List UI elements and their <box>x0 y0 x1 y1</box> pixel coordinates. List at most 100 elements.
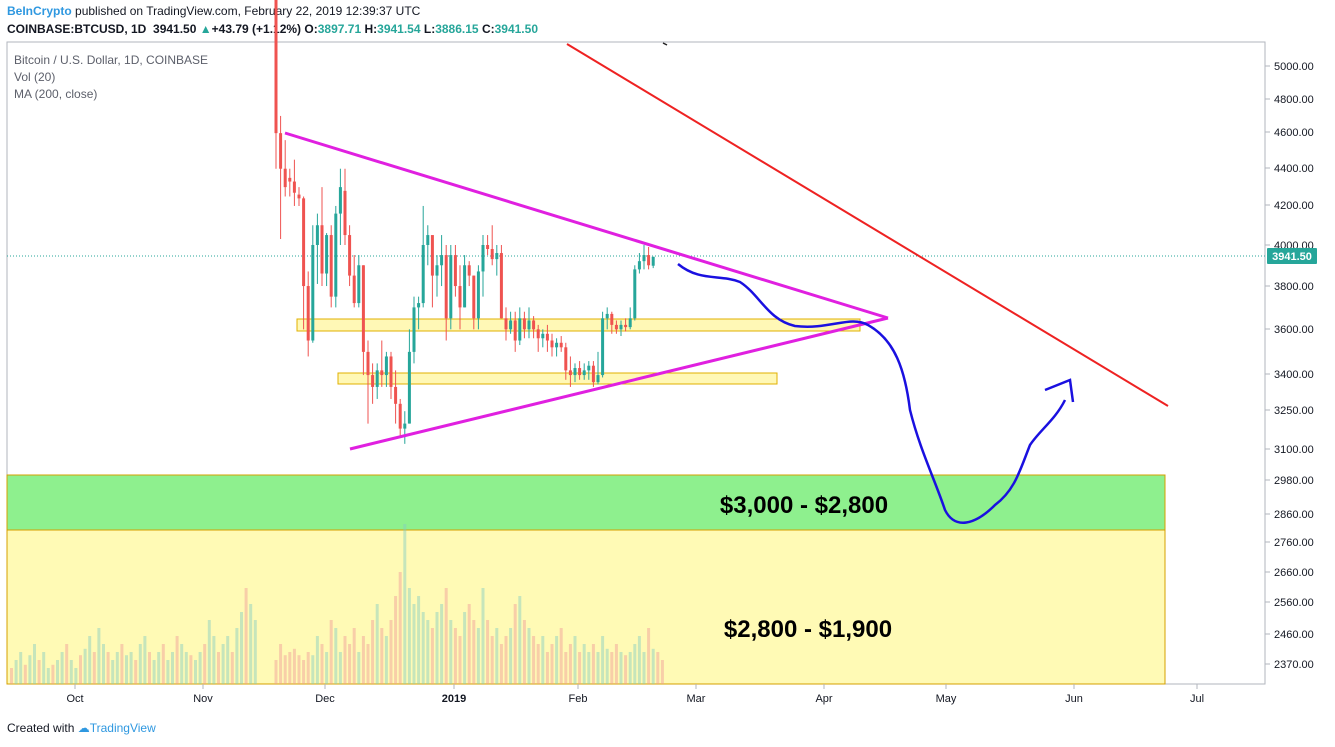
volume-bar <box>83 648 87 684</box>
volume-bar <box>380 628 384 684</box>
low-value: 3886.15 <box>435 22 479 36</box>
volume-bar <box>152 660 156 684</box>
last-price-tag: 3941.50 <box>1272 251 1312 263</box>
volume-bar <box>532 636 536 684</box>
price-axis: 5000.004800.004600.004400.004200.004000.… <box>1265 61 1314 671</box>
candle-body <box>532 320 536 330</box>
candle-body <box>371 375 375 387</box>
volume-bar <box>371 620 375 684</box>
volume-bar <box>274 660 278 684</box>
volume-bar <box>426 620 430 684</box>
candle-body <box>555 342 559 348</box>
volume-bar <box>555 636 559 684</box>
volume-bar <box>375 604 379 684</box>
candle-body <box>338 187 342 214</box>
high-value: 3941.54 <box>377 22 421 36</box>
y-tick-label: 2370.00 <box>1274 659 1314 671</box>
candle-body <box>541 333 545 339</box>
volume-bar <box>244 588 248 684</box>
volume-bar <box>157 652 161 684</box>
volume-bar <box>412 604 416 684</box>
footer: Created with ☁TradingView <box>7 721 156 735</box>
candle-body <box>426 235 430 245</box>
volume-bar <box>315 636 319 684</box>
volume-bar <box>458 636 462 684</box>
volume-bar <box>120 644 124 684</box>
volume-bar <box>407 588 411 684</box>
candle-body <box>564 347 568 371</box>
range-box-lower <box>337 372 778 385</box>
candle-body <box>449 255 453 319</box>
candle-body <box>311 245 315 341</box>
volume-bar <box>217 652 220 684</box>
volume-bar <box>46 668 50 684</box>
y-tick-label: 3400.00 <box>1274 369 1314 381</box>
last-price-tag-bg <box>1267 248 1317 264</box>
volume-bar <box>637 636 641 684</box>
volume-bar <box>527 628 531 684</box>
y-tick-label: 3100.00 <box>1274 444 1314 456</box>
volume-bar <box>651 648 655 684</box>
candle-body <box>279 133 283 169</box>
volume-bar <box>33 644 36 684</box>
volume-bar <box>288 652 292 684</box>
volume-bar <box>28 655 32 684</box>
volume-bar <box>550 644 554 684</box>
volume-bar <box>564 652 568 684</box>
tradingview-brand[interactable]: TradingView <box>89 721 156 735</box>
published-text: published on TradingView.com, February 2… <box>75 4 421 18</box>
volume-bar <box>476 628 480 684</box>
volume-bars <box>10 524 664 684</box>
publisher-name[interactable]: BeInCrypto <box>7 4 72 18</box>
volume-bar <box>194 660 197 684</box>
volume-bar <box>601 636 605 684</box>
candle-body <box>509 320 513 330</box>
volume-bar <box>207 620 211 684</box>
zone-label: $3,000 - $2,800 <box>720 492 888 519</box>
legend-ma[interactable]: MA (200, close) <box>14 87 98 101</box>
volume-bar <box>230 652 234 684</box>
legend-vol[interactable]: Vol (20) <box>14 70 56 84</box>
candle-body <box>394 386 398 404</box>
projected-path-line <box>677 263 1067 524</box>
volume-bar <box>249 604 253 684</box>
volume-bar <box>591 644 595 684</box>
close-label: C: <box>481 22 495 36</box>
candle-body <box>302 198 306 287</box>
candle-body <box>490 249 494 260</box>
candle-body <box>403 423 407 429</box>
candle-body <box>573 368 577 376</box>
y-tick-label: 2660.00 <box>1274 567 1314 579</box>
volume-bar <box>10 668 13 684</box>
volume-bar <box>352 628 356 684</box>
ohlc-line: COINBASE:BTCUSD, 1D 3941.50 ▲+43.79 (+1.… <box>7 22 538 36</box>
volume-bar <box>518 596 522 684</box>
volume-bar <box>334 628 338 684</box>
volume-bar <box>647 628 651 684</box>
candle-body <box>513 320 517 341</box>
volume-bar <box>129 652 133 684</box>
candle-body <box>476 271 480 319</box>
volume-bar <box>430 628 434 684</box>
volume-bar <box>125 655 128 684</box>
volume-bar <box>389 620 393 684</box>
volume-bar <box>504 636 508 684</box>
volume-bar <box>37 660 41 684</box>
y-tick-label: 2760.00 <box>1274 537 1314 549</box>
volume-bar <box>166 660 170 684</box>
zone-label: $2,800 - $1,900 <box>724 616 892 643</box>
x-tick-label: Apr <box>815 693 832 705</box>
volume-bar <box>292 648 296 684</box>
candle-body <box>407 351 411 424</box>
candle-body <box>481 245 485 272</box>
volume-bar <box>253 620 257 684</box>
volume-bar <box>605 648 609 684</box>
open-value: 3897.71 <box>317 22 362 36</box>
low-label: L: <box>423 22 436 36</box>
candle-body <box>348 235 352 276</box>
volume-bar <box>42 652 46 684</box>
volume-bar <box>184 652 188 684</box>
candle-body <box>297 194 301 199</box>
candle-body <box>361 265 365 352</box>
